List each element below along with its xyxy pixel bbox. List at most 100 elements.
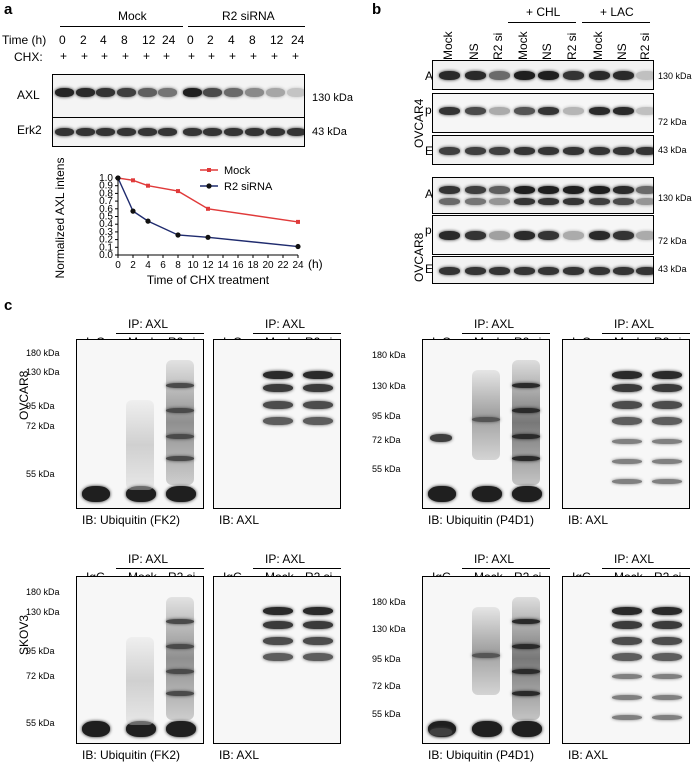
y-tick-label: 0.0: [99, 250, 113, 261]
ib-label: IB: AXL: [219, 748, 260, 762]
x-tick-label: 4: [145, 260, 151, 271]
mw-marker: 95 kDa: [26, 645, 55, 656]
protein-band: [465, 147, 486, 155]
mw-marker: 55 kDa: [372, 709, 401, 720]
axl-band: [652, 652, 682, 661]
blot-p85-ovcar8: [432, 215, 654, 255]
ip-label: IP: AXL: [474, 317, 515, 331]
protein-band: [465, 71, 486, 80]
ubiquitin-smear-r2si: [166, 597, 194, 720]
ip-underline: [253, 333, 341, 335]
axl-band: [612, 384, 642, 393]
protein-band: [538, 71, 559, 80]
erk2-band: [158, 128, 177, 136]
mw-marker: 55 kDa: [26, 469, 55, 479]
ubiquitin-band: [166, 455, 194, 461]
axl-band: [612, 438, 642, 444]
axl-band: [612, 637, 642, 646]
ubiquitin-band: [512, 408, 540, 413]
protein-band: [589, 231, 610, 240]
protein-band: [538, 267, 559, 275]
axl-band: [652, 459, 682, 464]
lane-label: NS: [540, 43, 554, 60]
y-tick-label: 0.7: [99, 196, 113, 207]
ip-blot: [213, 576, 341, 744]
mw-marker: 72 kDa: [372, 680, 401, 691]
protein-band: [613, 231, 634, 240]
axl-band: [224, 88, 243, 97]
mw-marker: 55 kDa: [372, 463, 401, 474]
blot-erk2: [52, 117, 305, 147]
protein-band: [563, 267, 584, 275]
protein-band: [589, 198, 610, 205]
axl-band: [652, 370, 682, 379]
axl-band: [652, 607, 682, 616]
treatment-label-chl: + CHL: [526, 5, 561, 19]
heavy-chain-band: [512, 721, 542, 737]
ib-label: IB: Ubiquitin (P4D1): [428, 748, 535, 762]
row-label-axl: AXL: [17, 88, 40, 102]
ib-label: IB: AXL: [568, 748, 609, 762]
erk2-band: [245, 128, 264, 136]
legend-marker: [207, 168, 211, 172]
protein-band: [439, 186, 460, 194]
lane-label: Mock: [591, 31, 605, 60]
x-tick-label: 24: [292, 260, 304, 271]
igg-heavy-chain-band: [428, 486, 456, 502]
lane-label: R2 si: [638, 32, 652, 60]
series-line-1: [117, 177, 299, 248]
x-tick-label: 2: [130, 260, 136, 271]
protein-band: [563, 147, 584, 155]
ubiquitin-smear-mock: [126, 637, 154, 725]
axl-band: [612, 674, 642, 680]
x-tick-label: 18: [247, 260, 259, 271]
ubiquitin-band: [512, 619, 540, 624]
data-point-mock: [296, 219, 300, 224]
ip-underline: [602, 568, 690, 570]
time-point: 24: [162, 33, 176, 47]
mw-marker: 95 kDa: [372, 411, 401, 422]
time-point: 0: [59, 33, 66, 47]
protein-band: [514, 267, 535, 275]
x-tick-label: 16: [232, 260, 244, 271]
erk2-band: [266, 128, 285, 136]
protein-band: [563, 107, 584, 115]
axl-band: [652, 674, 682, 680]
time-point: 12: [270, 33, 284, 47]
ip-blot: [562, 576, 690, 744]
ip-blot: [76, 339, 204, 509]
chx-plus: +: [271, 49, 279, 63]
axl-band: [303, 652, 333, 661]
igg-band: [430, 728, 452, 737]
axl-band: [652, 620, 682, 629]
axl-band: [612, 401, 642, 410]
y-tick-label: 0.8: [99, 188, 113, 199]
ubiquitin-band: [472, 652, 500, 658]
ip-blot: [562, 339, 690, 509]
ubiquitin-band: [512, 644, 540, 650]
marker-72kda-ovcar4: 72 kDa: [658, 117, 687, 127]
axl-band: [303, 620, 333, 629]
axl-band: [612, 652, 642, 661]
ip-underline: [253, 568, 341, 570]
mw-marker: 95 kDa: [26, 401, 55, 411]
protein-band: [636, 71, 653, 80]
protein-band: [589, 186, 610, 194]
data-point-r2sirna: [295, 243, 301, 250]
axl-band: [263, 416, 293, 425]
ip-blot: [422, 576, 550, 744]
ubiquitin-band: [512, 669, 540, 675]
blot-axl: [52, 74, 305, 119]
data-point-mock: [206, 206, 210, 211]
protein-band: [489, 107, 510, 115]
y-tick-label: 0.9: [99, 181, 113, 192]
ubiquitin-band: [512, 691, 540, 697]
ib-label: IB: Ubiquitin (FK2): [82, 513, 181, 527]
chx-plus: +: [122, 49, 130, 63]
time-label: Time (h): [2, 33, 47, 47]
series-line-0: [117, 177, 299, 223]
axl-band: [263, 652, 293, 661]
x-tick-label: 8: [175, 260, 181, 271]
chx-plus: +: [101, 49, 109, 63]
axl-band: [303, 637, 333, 646]
